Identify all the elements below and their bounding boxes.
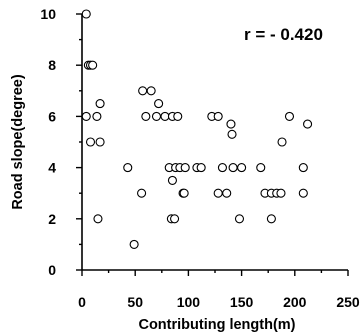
data-point — [237, 163, 247, 173]
data-point — [95, 99, 105, 109]
data-point — [146, 86, 156, 96]
data-point — [180, 163, 190, 173]
data-point — [141, 111, 151, 121]
y-tick-label: 4 — [48, 160, 56, 176]
data-point — [266, 214, 276, 224]
y-tick-label: 6 — [48, 108, 56, 124]
data-point — [129, 239, 139, 249]
data-point — [93, 214, 103, 224]
data-point — [81, 9, 91, 19]
data-point — [226, 119, 236, 129]
data-point — [170, 214, 180, 224]
data-point — [234, 214, 245, 224]
correlation-annotation: r = - 0.420 — [244, 25, 323, 44]
y-tick-label: 0 — [48, 262, 56, 278]
y-tick-label: 2 — [48, 211, 56, 227]
y-tick-label: 8 — [48, 57, 56, 73]
plot-area — [81, 14, 348, 271]
x-axis-title: Contributing length(m) — [138, 317, 295, 333]
data-point — [92, 111, 102, 121]
data-point — [298, 163, 308, 173]
data-point — [303, 119, 313, 129]
y-axis-title: Road slope(degree) — [10, 74, 26, 210]
x-tick-label: 250 — [336, 294, 360, 310]
data-point — [277, 137, 287, 147]
x-tick-label: 200 — [283, 294, 307, 310]
data-point — [222, 188, 232, 198]
data-point — [227, 129, 237, 139]
y-tick-label: 10 — [40, 6, 56, 22]
data-point — [137, 188, 147, 198]
data-point — [123, 163, 133, 173]
y-axis-ticks: 0 2 4 6 8 10 — [40, 6, 82, 278]
data-point — [213, 188, 223, 198]
data-point — [151, 111, 162, 121]
data-point — [256, 163, 266, 173]
data-point — [284, 111, 295, 121]
data-point — [138, 86, 148, 96]
x-tick-label: 150 — [230, 294, 254, 310]
data-point — [95, 137, 105, 147]
data-points — [81, 9, 313, 249]
data-point — [298, 188, 308, 198]
x-axis-ticks: 0 50 100 150 200 250 — [78, 270, 360, 310]
x-tick-label: 50 — [127, 294, 143, 310]
data-point — [228, 163, 238, 173]
data-point — [213, 111, 223, 121]
data-point — [276, 188, 286, 198]
data-point — [154, 99, 164, 109]
data-point — [179, 188, 189, 198]
data-point — [81, 111, 91, 121]
data-point — [196, 163, 206, 173]
data-point — [173, 111, 183, 121]
x-tick-label: 0 — [78, 294, 86, 310]
data-point — [217, 163, 227, 173]
data-point — [167, 175, 177, 185]
data-point — [160, 111, 170, 121]
x-tick-label: 100 — [177, 294, 201, 310]
data-point — [85, 137, 96, 147]
data-point — [88, 60, 98, 70]
